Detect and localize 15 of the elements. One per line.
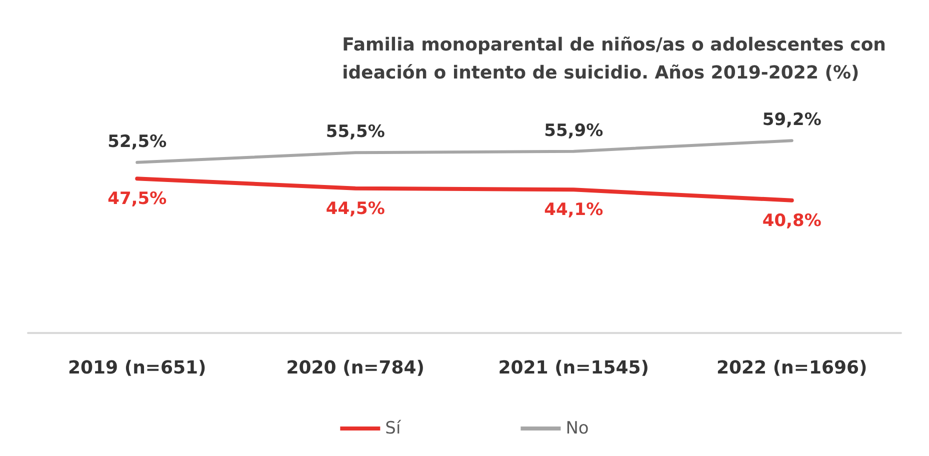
- data-label: 44,1%: [544, 200, 604, 220]
- data-label: 59,2%: [762, 110, 822, 130]
- x-tick-label: 2022 (n=1696): [716, 358, 868, 378]
- data-label: 44,5%: [326, 198, 385, 219]
- data-label: 40,8%: [762, 210, 822, 231]
- data-label: 55,9%: [544, 120, 604, 141]
- data-label: 55,5%: [326, 122, 385, 142]
- x-tick-label: 2021 (n=1545): [498, 358, 650, 378]
- x-tick-label: 2020 (n=784): [286, 358, 425, 378]
- legend-label: No: [566, 418, 589, 438]
- x-tick-label: 2019 (n=651): [68, 358, 206, 378]
- legend-label: Sí: [385, 418, 402, 438]
- data-label: 52,5%: [108, 132, 167, 152]
- chart-title: Familia monoparental de niños/as o adolescentes con ideación o intento de suicidio. Años 2019-2022 (%): [342, 34, 886, 84]
- data-label: 47,5%: [108, 189, 167, 210]
